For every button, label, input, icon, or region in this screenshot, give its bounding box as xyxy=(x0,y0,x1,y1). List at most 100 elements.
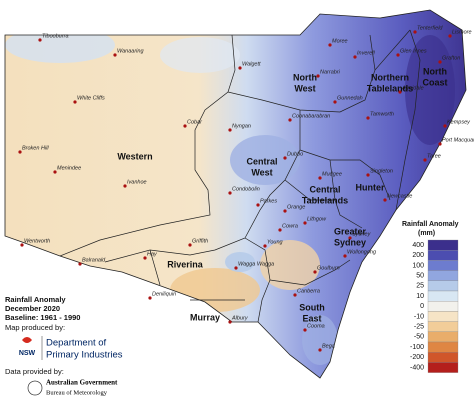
town-label: Young xyxy=(267,239,284,245)
town-label: Albury xyxy=(231,315,249,321)
town-dot xyxy=(438,142,442,146)
data-by: Data provided by: xyxy=(5,367,64,376)
town-label: Lismore xyxy=(452,29,472,35)
town-dot xyxy=(423,158,427,162)
info-period: December 2020 xyxy=(5,304,60,313)
region-label: South xyxy=(299,302,325,312)
town-dot xyxy=(348,236,352,240)
town-dot xyxy=(443,124,447,128)
town-label: Newcastle xyxy=(387,193,412,199)
legend-swatch xyxy=(427,331,459,343)
town-label: Wollongong xyxy=(347,249,377,255)
region-boundaries xyxy=(59,29,421,323)
town-dot xyxy=(343,254,347,258)
town-dot xyxy=(313,270,317,274)
town-label: Hay xyxy=(147,251,158,257)
legend-label: -400 xyxy=(410,364,424,371)
legend-label: 200 xyxy=(412,252,424,259)
legend-swatch xyxy=(427,270,459,281)
town-label: Cowra xyxy=(282,223,298,229)
town-label: Grafton xyxy=(442,55,460,61)
town-dot xyxy=(228,128,232,132)
legend-label: -50 xyxy=(414,334,424,341)
region-label: West xyxy=(251,167,272,177)
town-dot xyxy=(396,53,400,57)
town-label: Sydney xyxy=(352,231,372,237)
legend-swatch xyxy=(427,280,459,292)
town-label: Narrabri xyxy=(320,69,341,75)
town-dot xyxy=(353,55,357,59)
town-dot xyxy=(283,156,287,160)
legend-swatch xyxy=(427,260,459,271)
town-label: Goulburn xyxy=(317,265,340,271)
town-dot xyxy=(143,256,147,260)
legend-label: 25 xyxy=(416,283,424,290)
town-label: Port Macquarie xyxy=(442,137,474,143)
town-label: White Cliffs xyxy=(77,95,105,101)
town-label: Coonabarabran xyxy=(292,113,330,119)
region-label: East xyxy=(302,313,321,323)
region-label: Murray xyxy=(190,312,220,322)
agency-2: Bureau of Meteorology xyxy=(46,389,108,396)
legend-label: 50 xyxy=(416,273,424,280)
town-label: Kempsey xyxy=(447,119,471,125)
town-label: Wentworth xyxy=(24,238,50,244)
legend-swatch xyxy=(427,301,459,312)
town-dot xyxy=(438,60,442,64)
legend-label: 100 xyxy=(412,262,424,269)
town-dot xyxy=(148,296,152,300)
town-label: Broken Hill xyxy=(22,145,49,151)
town-label: Wanaaring xyxy=(117,48,144,54)
town-dot xyxy=(53,170,57,174)
town-dot xyxy=(38,38,42,42)
town-label: Tibooburra xyxy=(42,33,69,39)
town-label: Canberra xyxy=(297,288,320,294)
region-label: Tablelands xyxy=(367,83,413,93)
legend-swatch xyxy=(427,311,459,322)
town-dot xyxy=(318,348,322,352)
town-label: Cobar xyxy=(187,119,203,125)
town-dot xyxy=(316,74,320,78)
region-label: Greater xyxy=(334,226,367,236)
nsw-text: NSW xyxy=(19,350,36,357)
info-title: Rainfall Anomaly xyxy=(5,295,66,304)
town-dot xyxy=(238,66,242,70)
town-label: Orange xyxy=(287,204,305,210)
town-label: Walgett xyxy=(242,61,261,67)
town-label: Griffith xyxy=(192,238,208,244)
region-label: Sydney xyxy=(334,237,366,247)
crest xyxy=(27,380,43,396)
nsw-logo xyxy=(22,337,32,343)
town-dot xyxy=(398,90,402,94)
region-label: West xyxy=(294,83,315,93)
town-dot xyxy=(263,244,267,248)
town-dot xyxy=(228,191,232,195)
legend-swatch xyxy=(427,250,459,261)
town-label: Deniliquin xyxy=(152,291,176,297)
town-label: Nyngan xyxy=(232,123,251,129)
town-label: Wagga Wagga xyxy=(238,261,274,267)
town-label: Gunnedah xyxy=(337,95,363,101)
legend-title: Rainfall Anomaly xyxy=(402,221,459,228)
town-label: Dubbo xyxy=(287,151,303,157)
town-dot xyxy=(73,100,77,104)
town-dot xyxy=(448,34,452,38)
town-label: Tamworth xyxy=(370,111,394,117)
legend-swatch xyxy=(427,352,459,363)
town-dot xyxy=(20,243,24,247)
town-dot xyxy=(256,203,260,207)
legend-label: -200 xyxy=(410,354,424,361)
town-dot xyxy=(78,262,82,266)
town-dot xyxy=(318,176,322,180)
legend-label: -25 xyxy=(414,324,424,331)
legend-swatch xyxy=(427,341,459,353)
info-baseline: Baseline: 1961 - 1990 xyxy=(5,313,80,322)
town-dot xyxy=(333,100,337,104)
legend-swatch xyxy=(427,362,459,373)
legend-swatch xyxy=(427,290,459,302)
legend-label: 0 xyxy=(420,303,424,310)
town-dot xyxy=(183,124,187,128)
legend-label: 400 xyxy=(412,242,424,249)
legend-swatch xyxy=(427,321,459,332)
town-label: Taree xyxy=(427,153,441,159)
